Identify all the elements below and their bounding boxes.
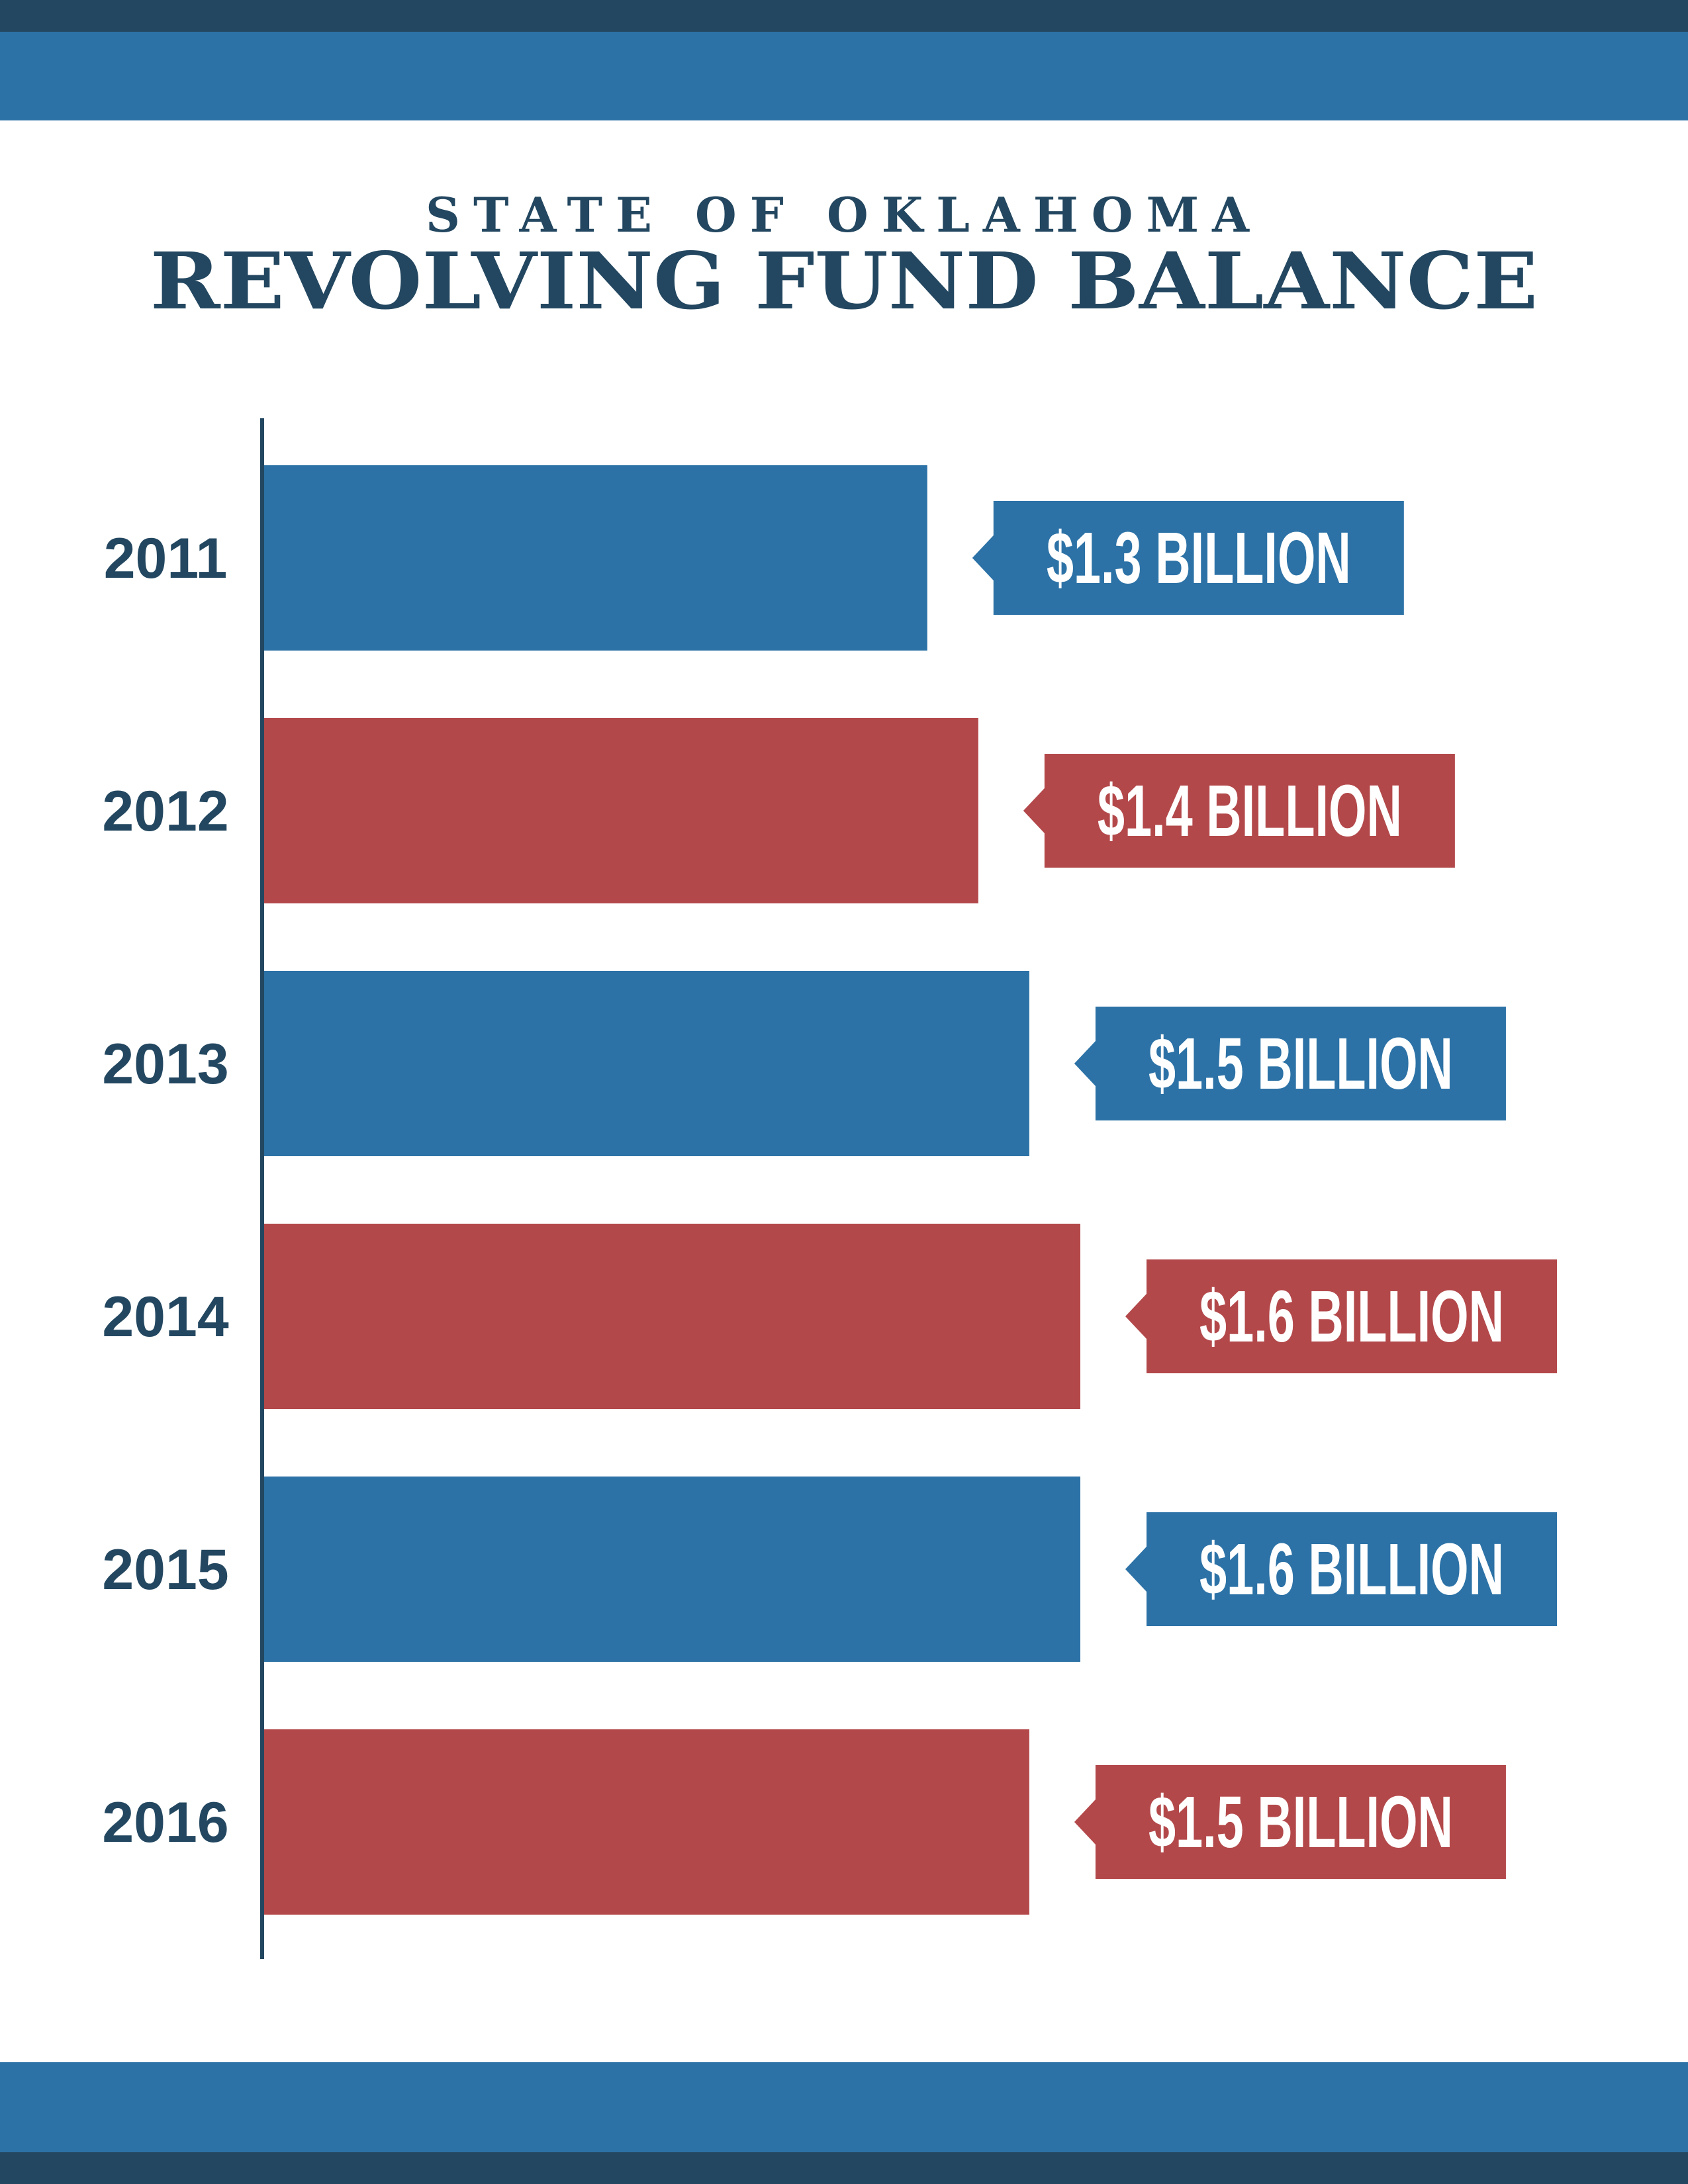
value-tag-2011 <box>972 501 1404 615</box>
value-label-2014: $1.6 BILLION <box>1199 1276 1504 1357</box>
value-tag-2016 <box>1074 1765 1506 1879</box>
year-label-2012: 2012 <box>102 780 228 843</box>
bar-2016 <box>264 1729 1029 1915</box>
bar-2015 <box>264 1477 1080 1662</box>
chart-subtitle: STATE OF OKLAHOMA <box>425 187 1263 243</box>
value-tag-2012 <box>1023 754 1455 868</box>
bottom-blue-band <box>0 2062 1688 2152</box>
bar-2012 <box>264 718 978 903</box>
year-label-2015: 2015 <box>102 1538 228 1602</box>
bar-2013 <box>264 971 1029 1156</box>
top-dark-band <box>0 0 1688 32</box>
chart-title: REVOLVING FUND BALANCE <box>150 235 1538 327</box>
year-label-2011: 2011 <box>104 527 228 590</box>
year-label-2013: 2013 <box>102 1032 228 1096</box>
bar-2011 <box>264 465 927 651</box>
value-tag-2013 <box>1074 1007 1506 1120</box>
year-label-2014: 2014 <box>102 1285 228 1349</box>
top-blue-band <box>0 32 1688 120</box>
value-label-2015: $1.6 BILLION <box>1199 1529 1504 1610</box>
year-label-2016: 2016 <box>102 1791 228 1854</box>
bottom-dark-band <box>0 2152 1688 2184</box>
value-label-2012: $1.4 BILLION <box>1098 770 1402 852</box>
value-label-2013: $1.5 BILLION <box>1149 1023 1453 1105</box>
value-label-2016: $1.5 BILLION <box>1149 1782 1453 1863</box>
bar-2014 <box>264 1224 1080 1409</box>
value-tag-2015 <box>1125 1512 1557 1626</box>
value-label-2011: $1.3 BILLION <box>1047 518 1351 599</box>
value-tag-2014 <box>1125 1259 1557 1373</box>
